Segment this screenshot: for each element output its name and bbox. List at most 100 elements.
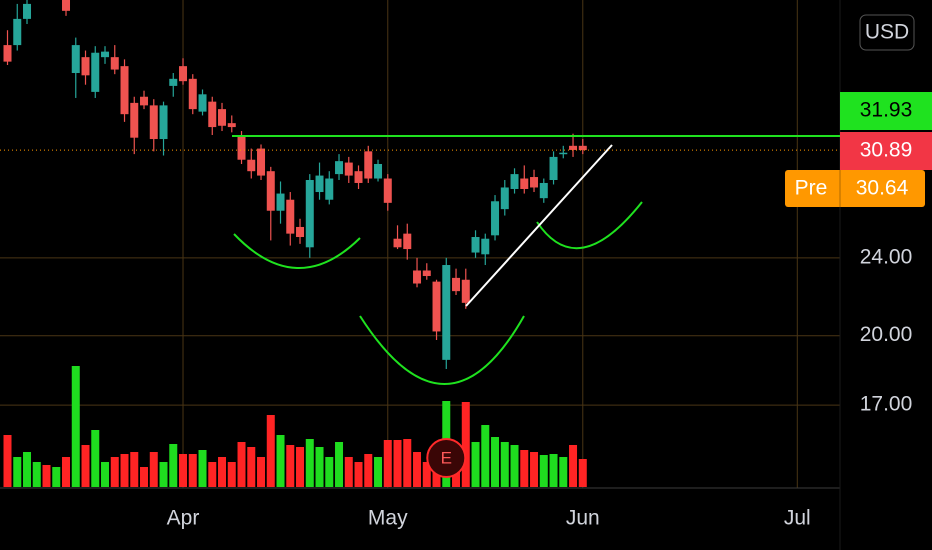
- volume-bar: [23, 452, 32, 487]
- volume-bar: [286, 445, 295, 487]
- candle-body: [364, 151, 373, 179]
- candle-body: [110, 57, 119, 70]
- candle-body: [500, 187, 509, 210]
- candle-body: [549, 156, 558, 180]
- candle-body: [266, 171, 275, 211]
- candle-body: [413, 270, 422, 284]
- candle-body: [101, 51, 110, 58]
- volume-bar: [13, 457, 22, 487]
- volume-bar: [32, 462, 41, 487]
- candle-body: [159, 105, 168, 140]
- volume-bar: [179, 454, 188, 487]
- volume-bar: [62, 457, 71, 487]
- volume-bar: [101, 462, 110, 487]
- volume-bar: [296, 447, 305, 487]
- y-tick-label: 17.00: [860, 393, 913, 416]
- candle-body: [491, 201, 500, 236]
- candle-body: [81, 57, 90, 76]
- volume-bar: [169, 444, 178, 487]
- volume-bar: [335, 442, 344, 487]
- volume-bar: [52, 467, 61, 487]
- y-tick-label: 24.00: [860, 245, 913, 268]
- volume-bar: [218, 457, 227, 487]
- volume-bar: [393, 440, 402, 487]
- pattern-curve: [233, 233, 361, 269]
- candle-body: [276, 193, 285, 211]
- candle-body: [335, 161, 344, 175]
- volume-bar: [130, 452, 139, 487]
- volume-bar: [140, 467, 149, 487]
- volume-pane: [3, 366, 587, 487]
- event-circle: [426, 438, 467, 478]
- candle-body: [130, 102, 139, 138]
- pre-box: [785, 170, 925, 207]
- volume-bar: [530, 452, 539, 487]
- drawings: [233, 144, 643, 385]
- candle-body: [237, 136, 246, 160]
- volume-bar: [539, 455, 548, 487]
- volume-bar: [247, 447, 256, 487]
- candle-body: [188, 78, 197, 110]
- candle-body: [62, 0, 71, 11]
- event-marker[interactable]: E: [426, 438, 467, 478]
- volume-bar: [81, 445, 90, 487]
- pattern-curve: [536, 201, 643, 250]
- volume-bar: [510, 445, 519, 487]
- candle-body: [383, 178, 392, 203]
- volume-bar: [3, 435, 12, 487]
- candle-body: [452, 277, 461, 292]
- volume-bar: [344, 457, 353, 487]
- candles: [3, 0, 587, 369]
- volume-bar: [208, 462, 217, 487]
- candle-body: [149, 105, 158, 140]
- volume-bar: [42, 465, 51, 487]
- price-label: 30.89: [860, 139, 913, 162]
- candle-body: [3, 45, 12, 62]
- candle-body: [520, 178, 529, 189]
- candle-body: [403, 233, 412, 250]
- candle-body: [569, 145, 578, 150]
- volume-bar: [471, 442, 480, 487]
- candle-body: [208, 101, 217, 128]
- candle-body: [559, 152, 568, 155]
- candle-body: [393, 238, 402, 248]
- volume-bar: [266, 415, 275, 487]
- volume-bar: [549, 454, 558, 487]
- candle-body: [120, 66, 129, 115]
- volume-bar: [120, 454, 129, 487]
- volume-bar: [403, 439, 412, 487]
- volume-bar: [559, 457, 568, 487]
- currency: USD: [865, 21, 909, 44]
- pattern-curve: [359, 315, 525, 385]
- volume-bar: [198, 450, 207, 487]
- volume-bar: [520, 450, 529, 487]
- volume-bar: [578, 459, 587, 487]
- volume-bar: [71, 366, 80, 487]
- pre-tag: Pre: [795, 177, 828, 200]
- candle-body: [471, 237, 480, 253]
- volume-bar: [237, 442, 246, 487]
- volume-bar: [149, 452, 158, 487]
- candle-body: [91, 52, 100, 92]
- candle-body: [325, 178, 334, 200]
- volume-bar: [315, 447, 324, 487]
- price-box: [840, 132, 932, 170]
- volume-bar: [413, 452, 422, 487]
- candle-body: [227, 123, 236, 128]
- candle-body: [374, 163, 383, 179]
- candle-body: [578, 145, 587, 151]
- currency-box[interactable]: [859, 14, 915, 51]
- volume-bar: [159, 462, 168, 487]
- volume-bar: [110, 457, 119, 487]
- candle-body: [23, 3, 32, 19]
- volume-bar: [569, 445, 578, 487]
- volume-bar: [305, 439, 314, 487]
- candle-body: [296, 226, 305, 238]
- candle-body: [286, 199, 295, 234]
- volume-bar: [461, 402, 470, 487]
- volume-bar: [500, 442, 509, 487]
- candle-body: [198, 94, 207, 112]
- volume-bar: [91, 430, 100, 487]
- volume-bar: [374, 457, 383, 487]
